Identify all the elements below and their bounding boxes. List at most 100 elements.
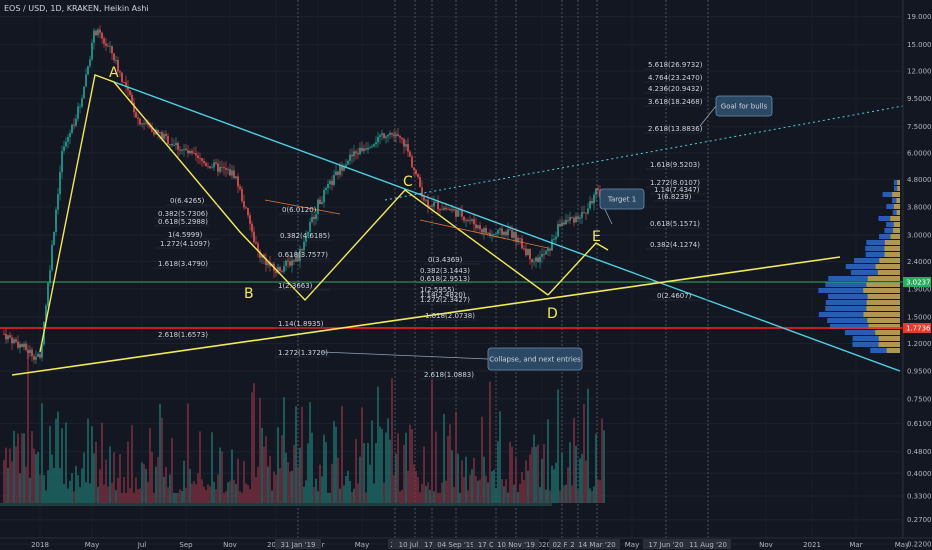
- candle-body: [153, 131, 155, 135]
- candle-body: [355, 151, 357, 154]
- volume-bar: [443, 413, 445, 503]
- candle-body: [195, 153, 197, 156]
- date-marker-box: [549, 539, 575, 549]
- volume-bar: [363, 443, 365, 503]
- volume-profile-bar: [892, 192, 900, 197]
- volume-bar: [185, 487, 187, 503]
- fib-label: 0(3.4369): [428, 256, 463, 264]
- candle-body: [537, 257, 539, 263]
- x-tick-label: May: [625, 541, 639, 549]
- volume-bar: [3, 459, 5, 503]
- fib-label: 1(6.8239): [657, 193, 692, 201]
- candle-body: [481, 229, 483, 233]
- y-tick-label: 19.0000: [907, 13, 932, 21]
- candle-body: [45, 305, 47, 322]
- channel-line: [264, 199, 341, 215]
- volume-bar: [207, 484, 209, 503]
- volume-bar: [471, 469, 473, 503]
- volume-bar: [579, 458, 581, 503]
- volume-bar: [91, 426, 93, 503]
- volume-bar: [169, 474, 171, 503]
- volume-bar: [55, 418, 57, 503]
- candle-body: [97, 29, 99, 36]
- volume-bar: [335, 426, 337, 503]
- volume-bar: [397, 433, 399, 503]
- volume-bar: [19, 473, 21, 503]
- candle-body: [241, 188, 243, 202]
- y-tick-label: 0.2700: [907, 516, 932, 524]
- candle-body: [229, 169, 231, 176]
- volume-bar: [211, 432, 213, 503]
- x-tick-label: May: [355, 541, 369, 549]
- fib-label: 0(6.0120): [282, 206, 317, 214]
- volume-bar: [191, 483, 193, 503]
- volume-bar: [503, 486, 505, 503]
- volume-bar: [555, 462, 557, 503]
- volume-bar: [43, 475, 45, 503]
- candle-body: [535, 257, 537, 262]
- volume-bar: [437, 492, 439, 503]
- volume-profile-bar: [866, 240, 900, 245]
- candle-body: [557, 224, 559, 237]
- wave-label: E: [592, 229, 601, 245]
- support-price-tag-box: [903, 323, 931, 333]
- volume-bar: [299, 447, 301, 503]
- volume-bar: [9, 448, 11, 503]
- candle-body: [523, 248, 525, 250]
- candle-body: [77, 106, 79, 119]
- candle-body: [235, 176, 237, 179]
- candle-body: [313, 216, 315, 220]
- volume-bar: [289, 471, 291, 503]
- candle-body: [441, 209, 443, 211]
- volume-profile-bar: [878, 336, 900, 341]
- candle-body: [591, 200, 593, 204]
- volume-bar: [113, 452, 115, 503]
- volume-bar: [277, 427, 279, 503]
- candle-body: [367, 147, 369, 150]
- date-marker-label: 14 Mar '20: [578, 541, 615, 549]
- candle-body: [387, 134, 389, 137]
- volume-bar: [459, 492, 461, 503]
- candle-body: [443, 207, 445, 210]
- volume-bar: [381, 428, 383, 503]
- volume-bar: [309, 402, 311, 503]
- candle-body: [395, 134, 397, 136]
- date-marker-box: [421, 539, 443, 549]
- volume-bar: [215, 489, 217, 503]
- callout-box: [715, 95, 773, 117]
- volume-bar: [347, 470, 349, 503]
- volume-bar: [279, 468, 281, 503]
- candle-body: [49, 270, 51, 284]
- volume-bar: [203, 486, 205, 503]
- current-price-tag-box: [903, 277, 931, 287]
- volume-bar: [51, 454, 53, 503]
- volume-profile-bar: [886, 348, 900, 353]
- fib-label: 0.382(5.7306): [158, 210, 208, 218]
- candle-body: [287, 260, 289, 262]
- volume-bar: [367, 442, 369, 503]
- volume-profile-bar: [818, 288, 900, 293]
- volume-bar: [595, 433, 597, 503]
- volume-bar: [23, 433, 25, 503]
- candle-body: [433, 201, 435, 207]
- candle-body: [245, 207, 247, 209]
- volume-bar: [427, 482, 429, 503]
- volume-bar: [535, 446, 537, 503]
- volume-bar: [529, 454, 531, 503]
- volume-bar: [319, 464, 321, 503]
- candle-body: [277, 267, 279, 274]
- candle-body: [115, 60, 117, 61]
- wave-path: [39, 74, 549, 353]
- volume-bar: [429, 489, 431, 503]
- volume-profile-bar: [897, 180, 900, 185]
- candle-body: [171, 143, 173, 146]
- y-axis: 52.000044.000034.000028.000023.000019.00…: [902, 0, 932, 548]
- volume-profile-bar: [884, 228, 900, 233]
- volume-bar: [497, 441, 499, 503]
- candle-body: [405, 144, 407, 147]
- candle-body: [123, 82, 125, 83]
- volume-bar: [389, 439, 391, 503]
- candle-body: [593, 194, 595, 204]
- volume-bar: [271, 490, 273, 503]
